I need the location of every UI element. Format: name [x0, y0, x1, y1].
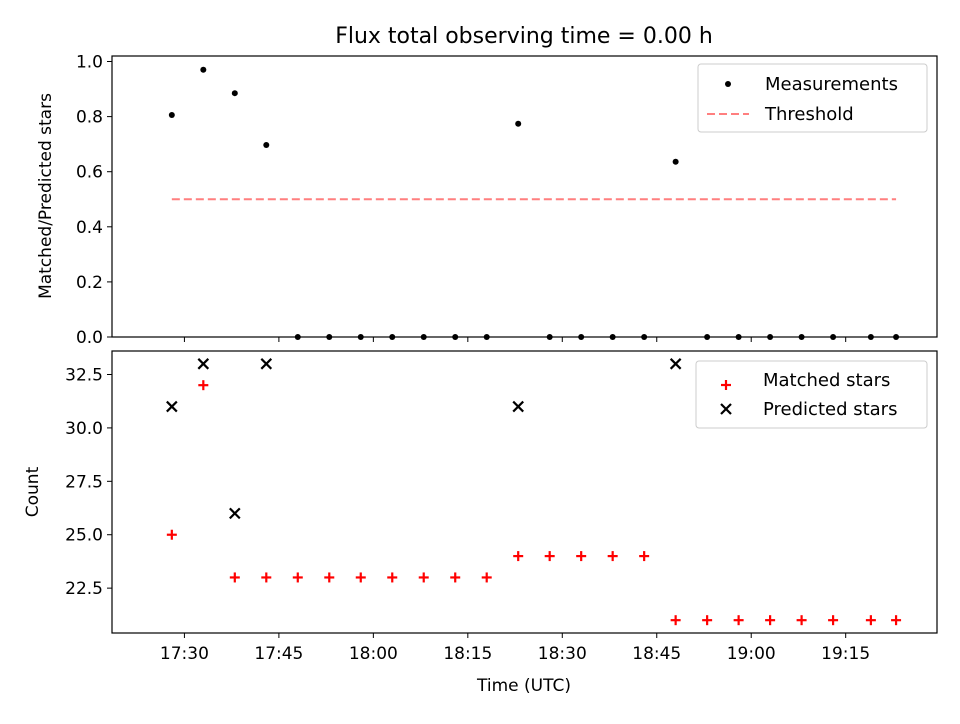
- matched-star-point: [733, 615, 744, 626]
- measurement-point: [641, 334, 648, 340]
- predicted-star-point: [669, 358, 682, 370]
- legend-predicted-marker: [720, 403, 732, 415]
- matched-star-point: [324, 572, 335, 583]
- matched-star-point: [450, 572, 461, 583]
- matched-star-point: [639, 551, 650, 562]
- predicted-star-point: [512, 400, 524, 413]
- top-legend: Measurements Threshold: [697, 63, 928, 133]
- top-y-tick-label: 1.0: [76, 53, 103, 73]
- matched-star-point: [166, 529, 177, 540]
- bottom-legend-box: [695, 360, 928, 429]
- measurement-point: [893, 334, 900, 340]
- top-legend-box: [697, 63, 928, 133]
- matched-star-point: [544, 551, 555, 562]
- top-y-tick-label: 0.8: [76, 108, 103, 128]
- measurement-point: [609, 334, 616, 340]
- legend-predicted-label: Predicted stars: [763, 399, 897, 420]
- measurement-point: [578, 334, 585, 340]
- measurement-point: [326, 334, 333, 340]
- top-x-ticks: [183, 337, 847, 342]
- matched-star-point: [765, 615, 776, 626]
- measurement-point: [735, 334, 742, 340]
- x-tick-label: 18:00: [349, 644, 398, 664]
- bottom-y-tick-label: 30.0: [65, 419, 103, 439]
- predicted-star-point: [229, 507, 241, 520]
- bottom-plot-area: [166, 358, 902, 626]
- matched-star-point: [198, 380, 209, 391]
- legend-measurements-marker: [725, 81, 731, 87]
- chart-title: Flux total observing time = 0.00 h: [335, 24, 713, 49]
- x-tick-label: 18:45: [632, 644, 681, 664]
- measurement-point: [420, 334, 427, 340]
- legend-matched-marker: [721, 380, 731, 390]
- predicted-star-point: [166, 400, 178, 413]
- top-plot-area: [168, 66, 900, 340]
- bottom-y-tick-label: 27.5: [65, 472, 103, 492]
- predicted-star-point: [197, 358, 210, 370]
- bottom-y-tick-label: 22.5: [65, 579, 103, 599]
- measurement-point: [515, 120, 522, 127]
- bottom-x-ticks: 17:30 17:45 18:00 18:15 18:30 18:45 19:00 19:15: [160, 633, 870, 664]
- measurement-point: [830, 334, 837, 340]
- top-y-ticks: 0.0 0.2 0.4 0.6 0.8 1.0: [76, 53, 112, 348]
- matched-star-point: [513, 551, 524, 562]
- matched-star-point: [261, 572, 272, 583]
- measurement-point: [263, 141, 270, 148]
- measurement-point: [452, 334, 459, 340]
- x-tick-label: 17:30: [160, 644, 209, 664]
- top-panel: 0.0 0.2 0.4 0.6 0.8 1.0 Matched/Predicted sta…: [36, 53, 938, 348]
- top-y-tick-label: 0.0: [76, 328, 103, 348]
- matched-star-point: [229, 572, 240, 583]
- bottom-legend: Matched stars Predicted stars: [695, 360, 928, 429]
- measurement-point: [389, 334, 396, 340]
- measurement-point: [546, 334, 553, 340]
- matched-star-point: [576, 551, 587, 562]
- x-tick-label: 17:45: [254, 644, 303, 664]
- matched-star-point: [481, 572, 492, 583]
- matched-star-point: [796, 615, 807, 626]
- x-tick-label: 19:00: [727, 644, 776, 664]
- top-y-tick-label: 0.4: [76, 218, 103, 238]
- measurement-point: [200, 66, 207, 73]
- matched-star-point: [828, 615, 839, 626]
- measurement-point: [483, 334, 490, 340]
- measurement-point: [294, 334, 301, 340]
- top-y-tick-label: 0.2: [76, 273, 103, 293]
- bottom-y-ticks: 22.5 25.0 27.5 30.0 32.5: [65, 366, 112, 599]
- bottom-y-tick-label: 32.5: [65, 366, 103, 386]
- matched-star-point: [891, 615, 902, 626]
- bottom-y-tick-label: 25.0: [65, 526, 103, 546]
- x-axis-label: Time (UTC): [476, 676, 571, 696]
- matched-star-point: [865, 615, 876, 626]
- matched-star-point: [292, 572, 303, 583]
- matched-star-point: [355, 572, 366, 583]
- matched-star-point: [607, 551, 618, 562]
- legend-matched-label: Matched stars: [763, 370, 890, 391]
- x-tick-label: 18:30: [538, 644, 587, 664]
- legend-measurements-label: Measurements: [765, 74, 898, 95]
- matched-star-point: [387, 572, 398, 583]
- x-tick-label: 19:15: [821, 644, 870, 664]
- bottom-axes-frame: [111, 350, 938, 634]
- top-y-axis-label: Matched/Predicted stars: [36, 93, 56, 299]
- measurement-point: [168, 111, 175, 118]
- top-y-tick-label: 0.6: [76, 163, 103, 183]
- x-tick-label: 18:15: [443, 644, 492, 664]
- measurement-point: [231, 90, 238, 97]
- measurement-point: [867, 334, 874, 340]
- matched-star-point: [418, 572, 429, 583]
- measurement-point: [767, 334, 774, 340]
- measurement-point: [704, 334, 711, 340]
- bottom-panel: 22.5 25.0 27.5 30.0 32.5 17:30 17:45 18:00 18:1…: [23, 350, 938, 696]
- predicted-star-point: [260, 358, 273, 370]
- bottom-y-axis-label: Count: [23, 466, 43, 517]
- legend-threshold-label: Threshold: [764, 104, 854, 125]
- measurement-point: [672, 158, 679, 165]
- top-axes-frame: [111, 55, 938, 338]
- matched-star-point: [670, 615, 681, 626]
- measurement-point: [357, 334, 364, 340]
- matched-star-point: [702, 615, 713, 626]
- measurement-point: [798, 334, 805, 340]
